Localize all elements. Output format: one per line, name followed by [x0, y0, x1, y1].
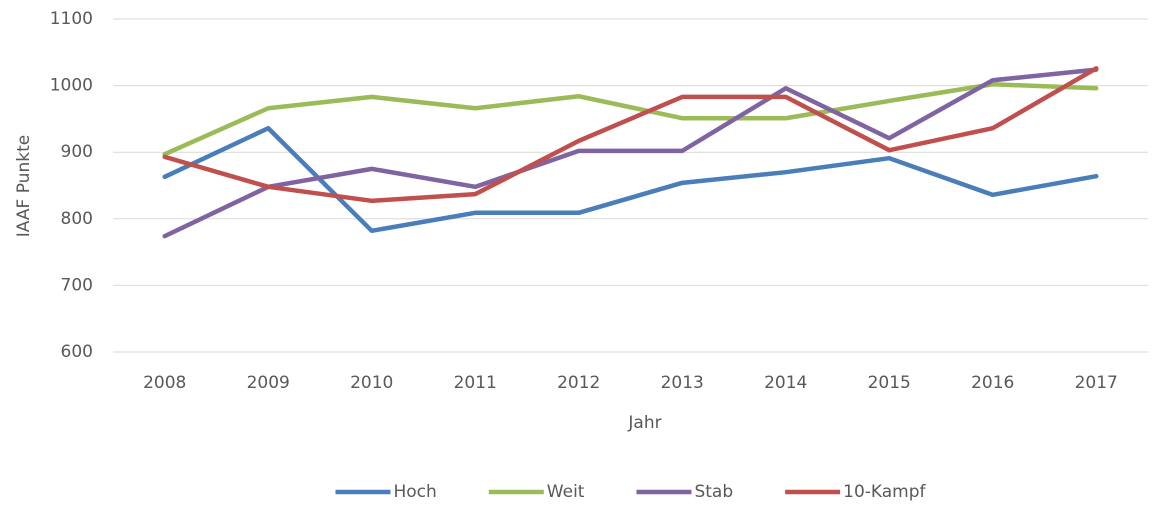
- legend-label: 10-Kampf: [843, 482, 926, 502]
- x-axis-label: Jahr: [627, 413, 661, 433]
- y-axis-label: IAAF Punkte: [14, 135, 34, 237]
- x-tick-label: 2015: [868, 373, 911, 393]
- x-tick-label: 2008: [143, 373, 186, 393]
- line-series: [162, 82, 1099, 157]
- line-series: [162, 66, 1099, 204]
- legend-label: Hoch: [393, 482, 436, 502]
- x-tick-label: 2010: [350, 373, 393, 393]
- y-tick-label: 600: [61, 342, 93, 362]
- y-tick-label: 1100: [50, 9, 93, 29]
- x-tick-label: 2016: [971, 373, 1014, 393]
- line-series: [162, 67, 1099, 239]
- x-tick-label: 2012: [557, 373, 600, 393]
- y-tick-label: 1000: [50, 76, 93, 96]
- y-tick-label: 700: [61, 275, 93, 295]
- x-tick-label: 2011: [454, 373, 497, 393]
- x-tick-label: 2009: [247, 373, 290, 393]
- y-tick-label: 800: [61, 209, 93, 229]
- legend-label: Weit: [547, 482, 585, 502]
- legend-label: Stab: [694, 482, 733, 502]
- y-tick-label: 900: [61, 142, 93, 162]
- x-tick-label: 2017: [1075, 373, 1118, 393]
- x-tick-label: 2014: [764, 373, 807, 393]
- x-tick-label: 2013: [661, 373, 704, 393]
